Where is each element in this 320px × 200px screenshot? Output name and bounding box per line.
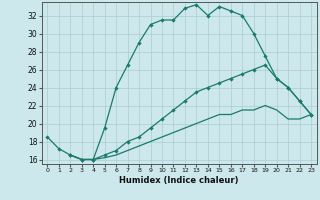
X-axis label: Humidex (Indice chaleur): Humidex (Indice chaleur) xyxy=(119,176,239,185)
